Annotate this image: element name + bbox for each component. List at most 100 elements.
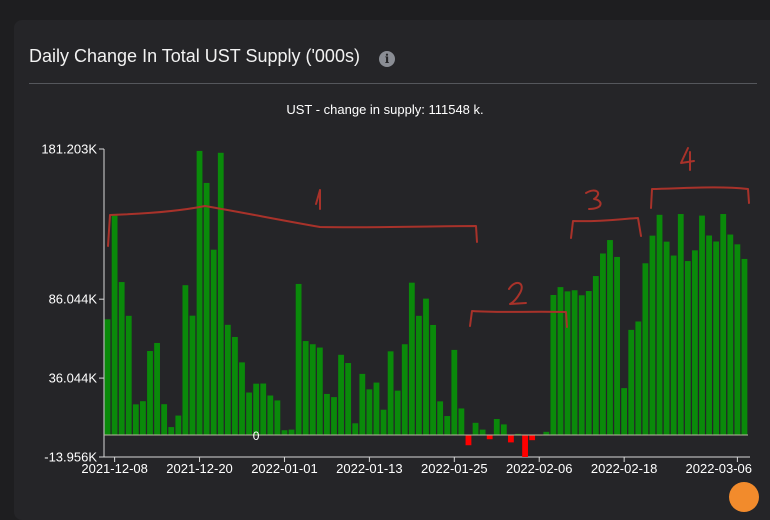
bar <box>557 287 564 435</box>
send-icon[interactable] <box>729 482 759 512</box>
x-tick-label: 2022-02-18 <box>591 461 658 476</box>
bar <box>203 182 210 435</box>
annotation-number-1 <box>315 189 321 210</box>
bar <box>493 419 500 435</box>
bar <box>267 395 274 435</box>
bar <box>140 401 146 435</box>
annotation-bracket-1 <box>107 205 478 247</box>
bar <box>161 404 168 435</box>
bar <box>699 215 705 435</box>
x-tick-label: 2022-01-25 <box>421 461 488 476</box>
bar <box>168 427 175 435</box>
annotation-bracket-3 <box>570 217 642 239</box>
bar <box>274 400 281 435</box>
bar <box>592 276 599 435</box>
bar <box>246 392 252 435</box>
bar <box>571 290 578 435</box>
x-tick-label: 2021-12-08 <box>81 461 148 476</box>
bar <box>607 240 613 435</box>
bar <box>224 324 231 435</box>
bar <box>338 354 344 435</box>
bar <box>472 422 479 435</box>
bar <box>564 291 571 435</box>
bar <box>401 344 408 435</box>
bar <box>182 285 189 435</box>
bar <box>253 383 260 435</box>
bar <box>692 250 698 435</box>
bar <box>720 214 727 435</box>
bar <box>529 434 536 441</box>
annotation-number-2 <box>508 281 527 305</box>
bar <box>578 295 585 435</box>
x-tick-label: 2022-02-06 <box>506 461 573 476</box>
bar <box>210 249 217 435</box>
bar <box>352 423 359 435</box>
bar <box>670 255 677 435</box>
x-tick-label: 2022-03-06 <box>686 461 753 476</box>
bar <box>706 235 712 435</box>
bar <box>635 321 642 435</box>
bar <box>359 373 366 435</box>
bar <box>656 214 663 435</box>
bar <box>430 324 436 435</box>
zero-label: 0 <box>253 429 260 443</box>
annotation-bracket-2 <box>469 310 568 328</box>
bar <box>408 282 415 435</box>
bar <box>104 319 111 435</box>
bar <box>677 214 684 435</box>
bar <box>713 241 720 435</box>
annotation-number-3 <box>585 189 602 210</box>
divider <box>29 83 757 84</box>
bar <box>451 349 458 435</box>
bar <box>628 329 635 435</box>
bar <box>189 315 196 435</box>
bar <box>508 434 514 443</box>
bar <box>288 429 295 435</box>
bar <box>239 362 245 435</box>
bar <box>437 401 444 435</box>
bar <box>373 382 380 435</box>
y-tick-label: 36.044K <box>49 371 98 386</box>
bar <box>111 214 118 435</box>
bar <box>132 404 139 435</box>
bar <box>416 315 422 435</box>
bar <box>543 431 550 435</box>
bar <box>741 258 748 435</box>
card-title: Daily Change In Total UST Supply ('000s) <box>29 46 360 66</box>
bar <box>515 433 521 435</box>
bar <box>366 389 373 435</box>
bar <box>663 241 670 435</box>
bar <box>600 253 606 435</box>
bar <box>394 390 401 435</box>
bar <box>302 341 309 435</box>
bar <box>118 282 125 435</box>
bar <box>458 408 465 435</box>
x-tick-label: 2022-01-01 <box>251 461 318 476</box>
bar <box>649 235 656 435</box>
bar-chart: 181.203K 86.044K 36.044K -13.956K 0 2021-12-0… <box>41 142 753 477</box>
bar <box>232 336 238 435</box>
bar <box>486 434 493 440</box>
bar <box>217 152 224 435</box>
annotation-number-4 <box>680 147 695 171</box>
bar <box>423 298 429 435</box>
info-icon[interactable]: i <box>379 51 395 67</box>
bar <box>734 244 741 435</box>
bar <box>684 261 691 435</box>
bar <box>727 234 734 435</box>
x-tick-label: 2022-01-13 <box>336 461 403 476</box>
bar <box>125 315 132 435</box>
bar <box>295 283 302 435</box>
bar <box>147 351 153 435</box>
x-tick-label: 2021-12-20 <box>166 461 233 476</box>
bar <box>345 363 352 435</box>
bar <box>621 388 628 435</box>
y-tick-label: -13.956K <box>44 450 97 465</box>
bar <box>324 393 330 435</box>
bar <box>479 429 486 435</box>
bar <box>260 383 267 435</box>
bar <box>387 351 394 435</box>
bar <box>550 294 557 435</box>
bar <box>522 434 528 457</box>
bar <box>154 342 160 435</box>
